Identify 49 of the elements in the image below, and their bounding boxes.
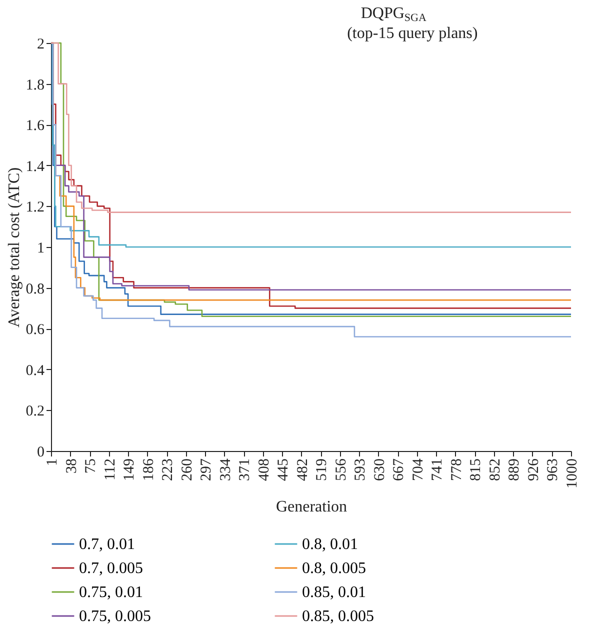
x-tick-label: 482 xyxy=(294,458,311,481)
y-tick-label: 0.6 xyxy=(26,322,45,338)
y-tick-label: 1.4 xyxy=(26,158,45,175)
x-tick-label: 445 xyxy=(276,458,292,481)
legend-label: 0.7, 0.01 xyxy=(79,536,135,553)
x-tick-label: 186 xyxy=(140,458,157,481)
x-tick-label: 334 xyxy=(218,458,234,481)
legend-label: 0.85, 0.005 xyxy=(302,608,374,625)
x-tick-label: 519 xyxy=(314,458,330,481)
x-tick-label: 852 xyxy=(487,458,504,481)
y-tick-label: 0.4 xyxy=(26,362,45,379)
x-tick-label: 667 xyxy=(391,458,408,481)
y-tick-label: 1 xyxy=(37,240,44,256)
y-tick-label: 0 xyxy=(37,444,44,460)
y-tick-label: 2 xyxy=(37,36,44,52)
x-tick-label: 741 xyxy=(430,458,446,481)
legend-label: 0.8, 0.01 xyxy=(302,536,358,553)
x-axis-title: Generation xyxy=(276,498,348,516)
x-tick-label: 371 xyxy=(237,458,254,481)
x-tick-label: 38 xyxy=(64,458,80,474)
y-tick-label: 0.8 xyxy=(26,281,44,298)
x-tick-label: 889 xyxy=(506,458,523,481)
x-tick-label: 815 xyxy=(468,458,484,481)
x-tick-label: 704 xyxy=(410,458,426,481)
legend-label: 0.7, 0.005 xyxy=(79,560,143,577)
x-tick-label: 593 xyxy=(352,458,369,481)
x-tick-label: 408 xyxy=(256,458,272,481)
x-tick-label: 556 xyxy=(333,458,350,481)
x-tick-label: 630 xyxy=(372,458,388,481)
x-tick-label: 926 xyxy=(526,458,542,481)
legend-label: 0.8, 0.005 xyxy=(302,560,366,577)
y-tick-label: 1.2 xyxy=(26,200,44,216)
x-tick-label: 149 xyxy=(122,458,138,481)
x-tick-label: 260 xyxy=(179,458,196,481)
x-tick-label: 112 xyxy=(102,458,118,480)
y-tick-label: 1.6 xyxy=(26,118,45,134)
y-tick-label: 1.8 xyxy=(26,77,44,94)
x-tick-label: 1000 xyxy=(564,458,580,488)
x-tick-label: 75 xyxy=(83,458,100,474)
x-tick-label: 297 xyxy=(198,458,215,481)
y-axis-title: Average total cost (ATC) xyxy=(6,167,23,328)
y-tick-label: 0.2 xyxy=(26,404,44,420)
x-tick-label: 1 xyxy=(44,458,60,466)
legend-label: 0.75, 0.005 xyxy=(79,608,151,625)
legend-label: 0.85, 0.01 xyxy=(302,584,366,601)
x-tick-label: 778 xyxy=(448,458,465,481)
legend-label: 0.75, 0.01 xyxy=(79,584,143,601)
x-tick-label: 963 xyxy=(545,458,562,481)
x-tick-label: 223 xyxy=(160,458,176,481)
